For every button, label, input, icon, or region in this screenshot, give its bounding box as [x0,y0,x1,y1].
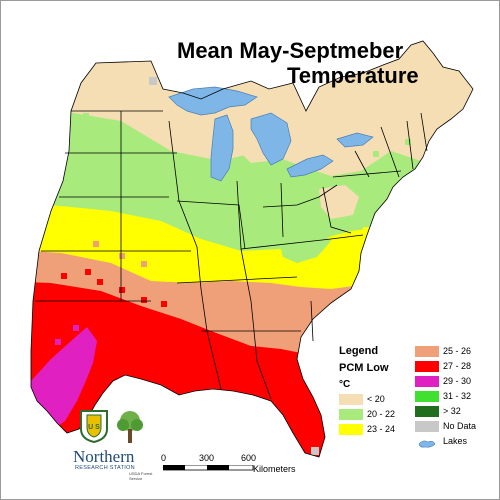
legend-label: 20 - 22 [367,409,396,419]
band-cool-appalachia [319,185,359,219]
lake-huron [250,112,292,166]
oak-tree-icon [117,411,143,443]
legend-label: 25 - 26 [443,346,472,356]
legend-swatch [415,405,439,417]
state-borders [30,40,474,458]
map-title-line-2: Temperature [287,63,419,88]
band-20-22-appalachia [279,227,331,263]
speckle-layer [55,77,411,455]
org-subtitle: RESEARCH STATION [75,465,135,471]
legend-item: 25 - 26 [415,345,471,357]
band-27-28-florida [273,387,321,453]
legend: Legend PCM Low °C < 20 20 - 22 23 - 24 25 -… [331,341,496,466]
legend-item: Lakes [415,435,467,447]
legend-swatch [415,345,439,357]
legend-title: Legend [339,345,379,357]
forest-service-shield-icon: U S [80,410,108,443]
legend-subtitle: PCM Low [339,362,389,374]
legend-item: 23 - 24 [339,423,395,435]
scale-tick-0: 0 [161,453,167,463]
band-cool-north [91,59,187,119]
legend-swatch [339,393,363,405]
org-name: Northern [73,447,135,466]
legend-swatch [415,375,439,387]
lake-erie [286,154,334,178]
legend-item: No Data [415,420,476,432]
legend-item: 20 - 22 [339,408,395,420]
legend-label: No Data [443,421,477,431]
legend-label: 31 - 32 [443,391,472,401]
scale-bar: 0 300 600 Kilometers [161,453,341,479]
badge-text: U S [88,424,100,431]
logo-block: U S Northern RESEARCH STATION USDA Fores… [73,409,153,481]
legend-label: 27 - 28 [443,361,472,371]
legend-swatch [415,390,439,402]
legend-units: °C [339,379,351,390]
scale-units: Kilometers [253,464,296,474]
org-service: USDA Forest Service [129,471,153,481]
legend-swatch [415,360,439,372]
legend-swatch [415,436,439,447]
lake-michigan [210,114,234,182]
legend-swatch [339,408,363,420]
legend-item: 27 - 28 [415,360,471,372]
scale-bar-graphic [163,465,254,471]
legend-item: < 20 [339,393,385,405]
legend-swatch [339,423,363,435]
lake-ontario [336,132,374,148]
legend-label: 23 - 24 [367,424,396,434]
legend-label: < 20 [367,394,385,404]
legend-item: 29 - 30 [415,375,471,387]
legend-label: 29 - 30 [443,376,472,386]
great-lakes [168,86,374,182]
scale-tick-600: 600 [241,453,257,463]
legend-label: Lakes [443,436,468,446]
legend-swatch [415,420,439,432]
legend-label: > 32 [443,406,461,416]
scale-tick-300: 300 [199,453,215,463]
map-title-line-1: Mean May-Septmeber [177,38,404,63]
band-29-30 [31,327,97,431]
legend-item: > 32 [415,405,461,417]
lake-superior [168,86,258,116]
legend-item: 31 - 32 [415,390,471,402]
